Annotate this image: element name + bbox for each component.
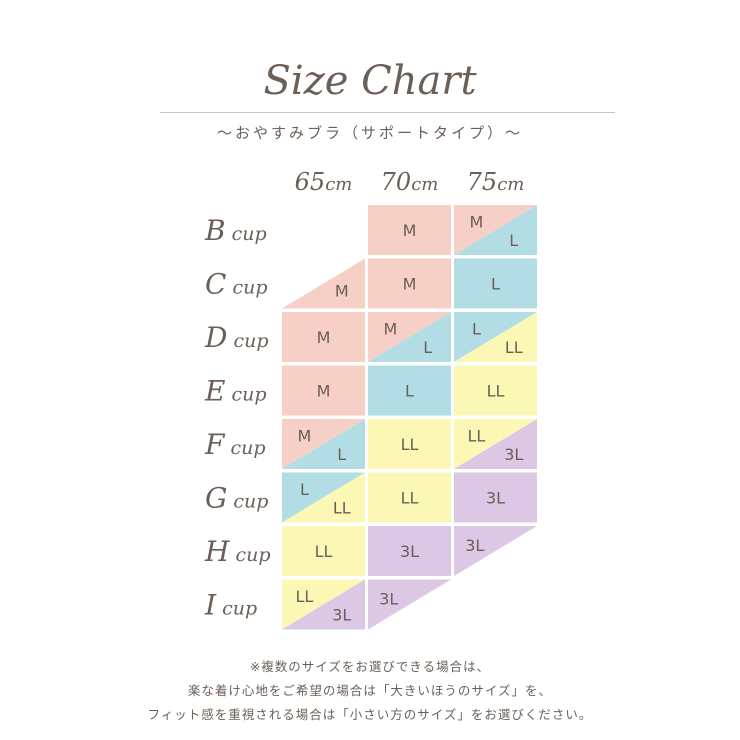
- size-label: LL: [505, 338, 523, 357]
- size-label: L: [405, 382, 414, 401]
- note-line: フィット感を重視される場合は「小さい方のサイズ」をお選びください。: [147, 707, 593, 722]
- size-cell-M: [368, 205, 451, 255]
- size-label: LL: [401, 435, 419, 454]
- size-label: L: [300, 480, 309, 499]
- size-label: L: [509, 231, 518, 250]
- size-cell-M: [282, 365, 365, 416]
- size-cell-M: [282, 312, 365, 362]
- size-label: L: [423, 338, 432, 357]
- size-cell-LL: [368, 419, 451, 469]
- row-header: D cup: [204, 321, 269, 354]
- size-label: L: [491, 275, 500, 294]
- page-title: Size Chart: [263, 58, 477, 104]
- size-label: 3L: [332, 606, 351, 625]
- size-cell-L: [368, 365, 451, 416]
- column-header: 65cm: [295, 168, 353, 196]
- size-cell-L: [282, 419, 365, 469]
- row-header: G cup: [205, 482, 268, 515]
- size-label: 3L: [379, 590, 398, 609]
- size-cell-LL: [454, 312, 537, 362]
- size-label: 3L: [504, 445, 523, 464]
- size-cell-3L: [282, 579, 365, 630]
- size-cell-3L: [368, 579, 451, 630]
- notes: ※複数のサイズをお選びできる場合は、 楽な着け心地をご希望の場合は「大きいほうの…: [0, 655, 740, 727]
- size-label: M: [470, 213, 484, 232]
- size-label: 3L: [400, 542, 419, 561]
- column-header: 75cm: [467, 168, 525, 196]
- size-cell-LL: [282, 472, 365, 523]
- size-label: LL: [295, 587, 313, 606]
- size-cell-L: [368, 312, 451, 362]
- size-label: 3L: [465, 536, 484, 555]
- row-header: C cup: [205, 268, 268, 301]
- size-cell-LL: [368, 472, 451, 523]
- row-header: B cup: [204, 214, 267, 247]
- size-cell-LL: [454, 365, 537, 416]
- size-label: M: [317, 328, 331, 347]
- column-header: 70cm: [381, 168, 439, 196]
- size-cell-3L: [454, 472, 537, 523]
- divider: [160, 112, 615, 113]
- size-cell-M: [368, 258, 451, 309]
- size-label: M: [335, 282, 349, 301]
- size-label: M: [403, 275, 417, 294]
- size-cell-M: [282, 258, 365, 309]
- note-line: 楽な着け心地をご希望の場合は「大きいほうのサイズ」を、: [187, 683, 553, 698]
- row-header: E cup: [204, 375, 267, 408]
- size-label: LL: [467, 427, 485, 446]
- size-cell-3L: [454, 526, 537, 576]
- size-label: L: [337, 445, 346, 464]
- size-label: 3L: [486, 489, 505, 508]
- row-header: H cup: [204, 535, 271, 568]
- size-label: LL: [315, 542, 333, 561]
- size-label: LL: [401, 489, 419, 508]
- size-cell-L: [454, 205, 537, 255]
- size-cell-LL: [282, 526, 365, 576]
- size-label: M: [298, 427, 312, 446]
- size-cell-3L: [454, 419, 537, 469]
- size-label: M: [384, 320, 398, 339]
- size-cell-L: [454, 258, 537, 309]
- size-label: LL: [333, 499, 351, 518]
- note-line: ※複数のサイズをお選びできる場合は、: [249, 659, 491, 674]
- size-label: M: [317, 382, 331, 401]
- size-label: M: [403, 221, 417, 240]
- row-header: F cup: [204, 428, 266, 461]
- size-label: L: [472, 320, 481, 339]
- size-cell-3L: [368, 526, 451, 576]
- row-header: I cup: [204, 589, 257, 622]
- subtitle: 〜おやすみブラ（サポートタイプ）〜: [216, 124, 523, 142]
- size-label: LL: [487, 382, 505, 401]
